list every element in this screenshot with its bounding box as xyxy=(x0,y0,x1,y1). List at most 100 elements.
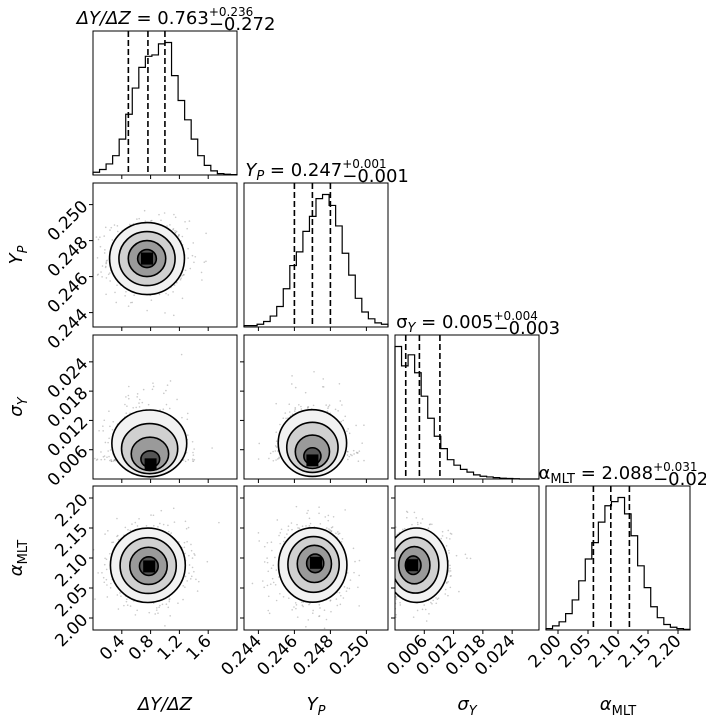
scatter-point xyxy=(319,522,322,525)
scatter-point xyxy=(389,595,391,597)
scatter-point xyxy=(123,604,125,607)
y-tick-label-yp: 0.248 xyxy=(44,233,93,282)
scatter-point xyxy=(141,401,144,404)
scatter-point xyxy=(405,510,408,513)
scatter-point xyxy=(266,584,269,587)
scatter-point xyxy=(155,609,158,611)
scatter-point xyxy=(158,606,160,609)
scatter-point xyxy=(464,553,467,556)
x-tick-label-amlt: 2.15 xyxy=(615,631,656,672)
scatter-point xyxy=(267,570,270,573)
scatter-point xyxy=(138,398,141,401)
scatter-point xyxy=(298,404,300,406)
scatter-point xyxy=(129,529,132,532)
scatter-point xyxy=(159,522,161,525)
contour-line xyxy=(395,536,440,594)
scatter-point xyxy=(104,441,107,444)
scatter-point xyxy=(133,294,135,297)
scatter-point xyxy=(449,586,452,589)
scatter-point xyxy=(183,541,186,544)
scatter-point xyxy=(193,448,195,450)
scatter-point xyxy=(380,543,382,545)
scatter-point xyxy=(297,527,299,529)
scatter-point xyxy=(323,609,326,612)
scatter-point xyxy=(181,297,184,300)
scatter-point xyxy=(182,274,185,276)
scatter-point xyxy=(177,602,179,604)
scatter-point xyxy=(330,610,332,613)
scatter-point xyxy=(206,560,209,563)
scatter-point xyxy=(113,459,116,461)
scatter-point xyxy=(361,442,363,444)
scatter-point xyxy=(458,590,460,593)
scatter-point xyxy=(318,603,321,606)
x-tick-label-dydz: 1.6 xyxy=(182,631,215,664)
density-peak xyxy=(141,252,153,265)
scatter-point xyxy=(173,284,176,286)
scatter-point xyxy=(104,557,106,560)
scatter-point xyxy=(344,509,346,511)
scatter-point xyxy=(301,525,304,527)
scatter-point xyxy=(115,301,118,304)
scatter-point xyxy=(436,598,439,601)
y-tick-label-yp: 0.250 xyxy=(44,197,93,246)
scatter-point xyxy=(134,614,137,616)
scatter-point xyxy=(191,440,194,443)
scatter-point xyxy=(147,403,150,406)
x-axis-label-sy: σY xyxy=(457,694,477,719)
scatter-point xyxy=(315,631,317,633)
scatter-point xyxy=(296,616,299,618)
scatter-point xyxy=(188,564,191,566)
scatter-point xyxy=(329,599,332,602)
scatter-point xyxy=(282,595,285,598)
scatter-point xyxy=(311,612,314,614)
contour-line xyxy=(120,422,179,475)
contour-line xyxy=(128,546,169,586)
scatter-point xyxy=(105,261,108,264)
scatter-point xyxy=(129,223,131,226)
scatter-point xyxy=(358,559,361,562)
axes-frame-yp xyxy=(243,182,389,328)
scatter-point xyxy=(184,460,187,463)
contour-line xyxy=(140,449,161,469)
scatter-point xyxy=(312,404,315,407)
scatter-point xyxy=(450,575,452,577)
scatter-point xyxy=(450,533,453,535)
scatter-point xyxy=(110,460,113,463)
scatter-point xyxy=(158,213,160,216)
scatter-point xyxy=(382,556,384,558)
scatter-point xyxy=(278,534,280,537)
scatter-point xyxy=(448,552,450,554)
scatter-point xyxy=(190,543,192,546)
scatter-point xyxy=(105,558,108,561)
scatter-point xyxy=(300,408,303,410)
scatter-point xyxy=(294,602,297,604)
y-axis-label-amlt: αMLT xyxy=(6,540,31,577)
scatter-point xyxy=(355,424,357,427)
scatter-point xyxy=(190,549,193,552)
scatter-point xyxy=(187,257,189,259)
scatter-point xyxy=(183,546,186,549)
scatter-point xyxy=(279,542,281,545)
scatter-point xyxy=(447,529,450,532)
scatter-point xyxy=(382,580,384,582)
x-tick-label-yp: 0.248 xyxy=(289,631,338,680)
density-peak xyxy=(310,556,322,569)
scatter-point xyxy=(138,217,140,220)
scatter-point xyxy=(106,456,108,458)
scatter-point xyxy=(191,458,194,460)
scatter-point xyxy=(332,515,335,518)
scatter-point xyxy=(301,604,304,607)
scatter-point xyxy=(346,587,349,589)
scatter-point xyxy=(130,301,132,304)
scatter-point xyxy=(129,605,132,607)
scatter-point xyxy=(124,295,126,297)
scatter-point xyxy=(152,385,155,388)
scatter-point xyxy=(112,420,115,423)
scatter-point xyxy=(167,294,170,296)
scatter-point xyxy=(191,254,194,257)
scatter-point xyxy=(288,411,291,413)
scatter-point xyxy=(386,538,388,540)
scatter-point xyxy=(290,522,293,524)
scatter-point xyxy=(330,530,332,533)
